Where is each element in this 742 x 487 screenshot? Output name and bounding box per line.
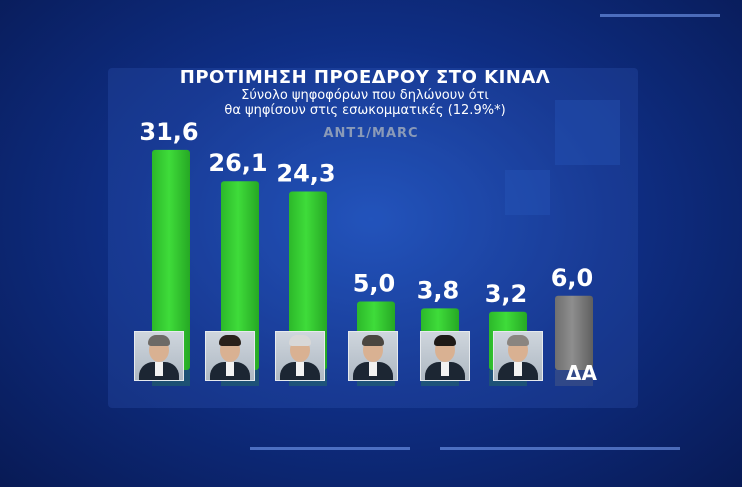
background-square [505, 170, 550, 215]
value-label-1: 31,6 [139, 118, 198, 146]
photo-collar [296, 362, 304, 376]
source-label: ANT1/MARC [323, 126, 419, 141]
background-line [250, 447, 410, 450]
background-line [440, 447, 680, 450]
photo-hair [507, 335, 529, 346]
photo-hair [219, 335, 241, 346]
bar-7 [555, 295, 593, 370]
photo-hair [362, 335, 384, 346]
value-label-6: 3,2 [485, 280, 528, 308]
photo-hair [434, 335, 456, 346]
bar-1 [152, 149, 190, 370]
photo-collar [226, 362, 234, 376]
photo-collar [155, 362, 163, 376]
category-label-da: ΔΑ [566, 361, 597, 385]
bar-3 [289, 191, 327, 370]
candidate-photo-1 [134, 331, 184, 381]
photo-collar [369, 362, 377, 376]
photo-collar [514, 362, 522, 376]
value-label-4: 5,0 [353, 270, 396, 298]
candidate-photo-3 [275, 331, 325, 381]
value-label-2: 26,1 [208, 149, 267, 177]
value-label-5: 3,8 [417, 276, 460, 304]
background-line [600, 14, 720, 17]
value-label-7: 6,0 [551, 264, 594, 292]
candidate-photo-4 [348, 331, 398, 381]
candidate-photo-6 [493, 331, 543, 381]
value-label-3: 24,3 [276, 159, 335, 187]
candidate-photo-2 [205, 331, 255, 381]
photo-hair [148, 335, 170, 346]
photo-hair [289, 335, 311, 346]
chart-title: ΠΡΟΤΙΜΗΣΗ ΠΡΟΕΔΡΟΥ ΣΤΟ ΚΙΝΑΛ [179, 67, 551, 88]
background-square [555, 100, 620, 165]
candidate-photo-5 [420, 331, 470, 381]
bar-reflection-7 [555, 370, 593, 386]
chart-heading: ΠΡΟΤΙΜΗΣΗ ΠΡΟΕΔΡΟΥ ΣΤΟ ΚΙΝΑΛ Σύνολο ψηφο… [130, 67, 600, 119]
chart-subtitle-line-1: Σύνολο ψηφοφόρων που δηλώνουν ότι [241, 88, 489, 103]
chart-subtitle-line-2: θα ψηφίσουν στις εσωκομματικές (12.9%*) [224, 103, 506, 118]
bar-2 [221, 181, 259, 370]
photo-collar [441, 362, 449, 376]
